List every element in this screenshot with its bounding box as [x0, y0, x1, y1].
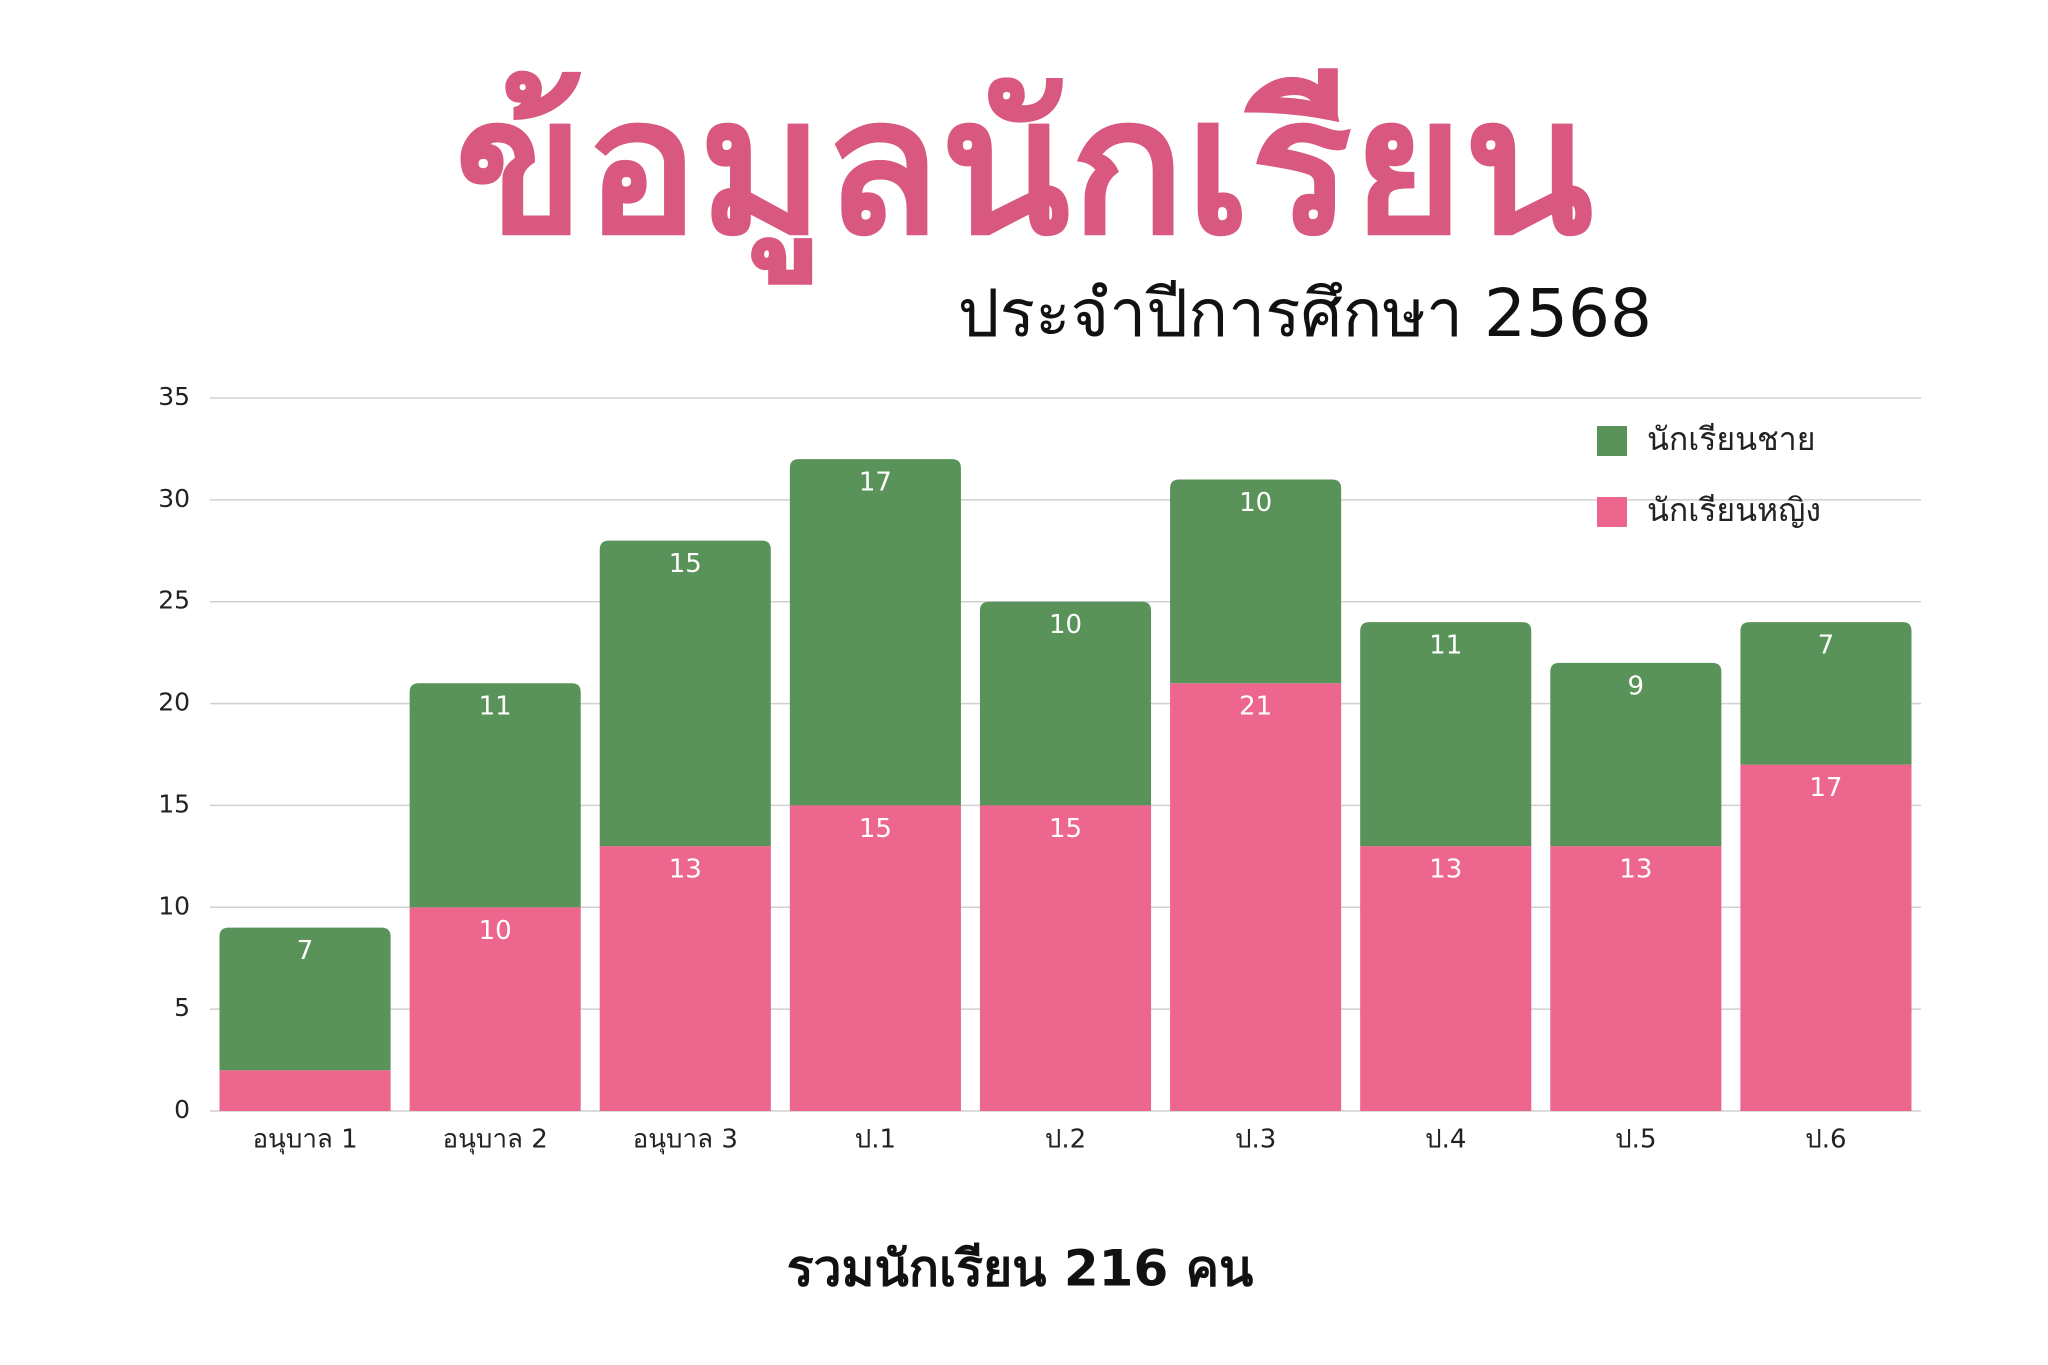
- y-tick-label: 30: [158, 484, 190, 513]
- chart-title: ข้อมูลนักเรียน: [455, 56, 1594, 285]
- x-tick-label: ป.3: [1235, 1125, 1276, 1155]
- data-label: 21: [1239, 692, 1272, 722]
- y-tick-label: 0: [174, 1095, 190, 1124]
- total-footer: รวมนักเรียน 216 คน: [787, 1240, 1254, 1298]
- bar-segment: [789, 805, 961, 1111]
- y-tick-label: 20: [158, 688, 190, 717]
- data-label: 13: [1429, 855, 1462, 885]
- bar-segment: [789, 459, 961, 806]
- x-tick-label: ป.5: [1615, 1125, 1656, 1155]
- chart-subtitle: ประจำปีการศึกษา 2568: [958, 275, 1652, 352]
- bar-segment: [1740, 622, 1912, 765]
- bar-segment: [979, 601, 1152, 806]
- y-tick-label: 5: [174, 993, 190, 1022]
- bar-segment: [1170, 683, 1342, 1111]
- y-tick-label: 35: [158, 382, 190, 411]
- bar-segment: [1170, 479, 1342, 684]
- y-tick-label: 10: [158, 891, 190, 920]
- x-tick-label: อนุบาล 1: [252, 1125, 357, 1155]
- y-tick-label: 15: [158, 789, 190, 818]
- data-label: 9: [1628, 671, 1645, 701]
- x-tick-label: ป.6: [1805, 1125, 1846, 1155]
- bar-segment: [1550, 846, 1722, 1111]
- data-label: 13: [669, 855, 702, 885]
- data-label: 15: [669, 549, 702, 579]
- data-label: 11: [1429, 631, 1462, 661]
- bar-segment: [599, 846, 771, 1111]
- x-tick-label: อนุบาล 3: [633, 1125, 738, 1155]
- x-tick-label: ป.1: [855, 1125, 896, 1155]
- data-label: 15: [1049, 814, 1082, 844]
- bar-segment: [1550, 662, 1722, 847]
- data-label: 10: [1239, 488, 1272, 518]
- data-label: 11: [479, 692, 512, 722]
- data-label: 7: [297, 936, 314, 966]
- y-tick-label: 25: [158, 586, 190, 615]
- x-tick-label: ป.4: [1425, 1125, 1466, 1155]
- bar-segment: [1360, 846, 1532, 1111]
- bar-segment: [1360, 622, 1532, 847]
- x-tick-label: อนุบาล 2: [443, 1125, 548, 1155]
- data-label: 17: [1809, 773, 1842, 803]
- bar-segment: [219, 1070, 391, 1111]
- legend-label: นักเรียนชาย: [1647, 420, 1815, 458]
- data-label: 10: [1049, 610, 1082, 640]
- bar-segment: [979, 805, 1152, 1111]
- x-tick-label: ป.2: [1045, 1125, 1086, 1155]
- data-label: 17: [859, 468, 892, 498]
- bar-segment: [409, 683, 581, 908]
- data-label: 13: [1619, 855, 1652, 885]
- data-label: 10: [479, 916, 512, 946]
- bar-segment: [1740, 764, 1912, 1111]
- bar-segment: [409, 907, 581, 1111]
- legend-swatch: [1597, 426, 1627, 456]
- legend-label: นักเรียนหญิง: [1647, 491, 1821, 529]
- legend-swatch: [1597, 497, 1627, 527]
- data-label: 7: [1818, 631, 1835, 661]
- bar-segment: [599, 540, 771, 847]
- data-label: 15: [859, 814, 892, 844]
- bar-segment: [219, 927, 391, 1071]
